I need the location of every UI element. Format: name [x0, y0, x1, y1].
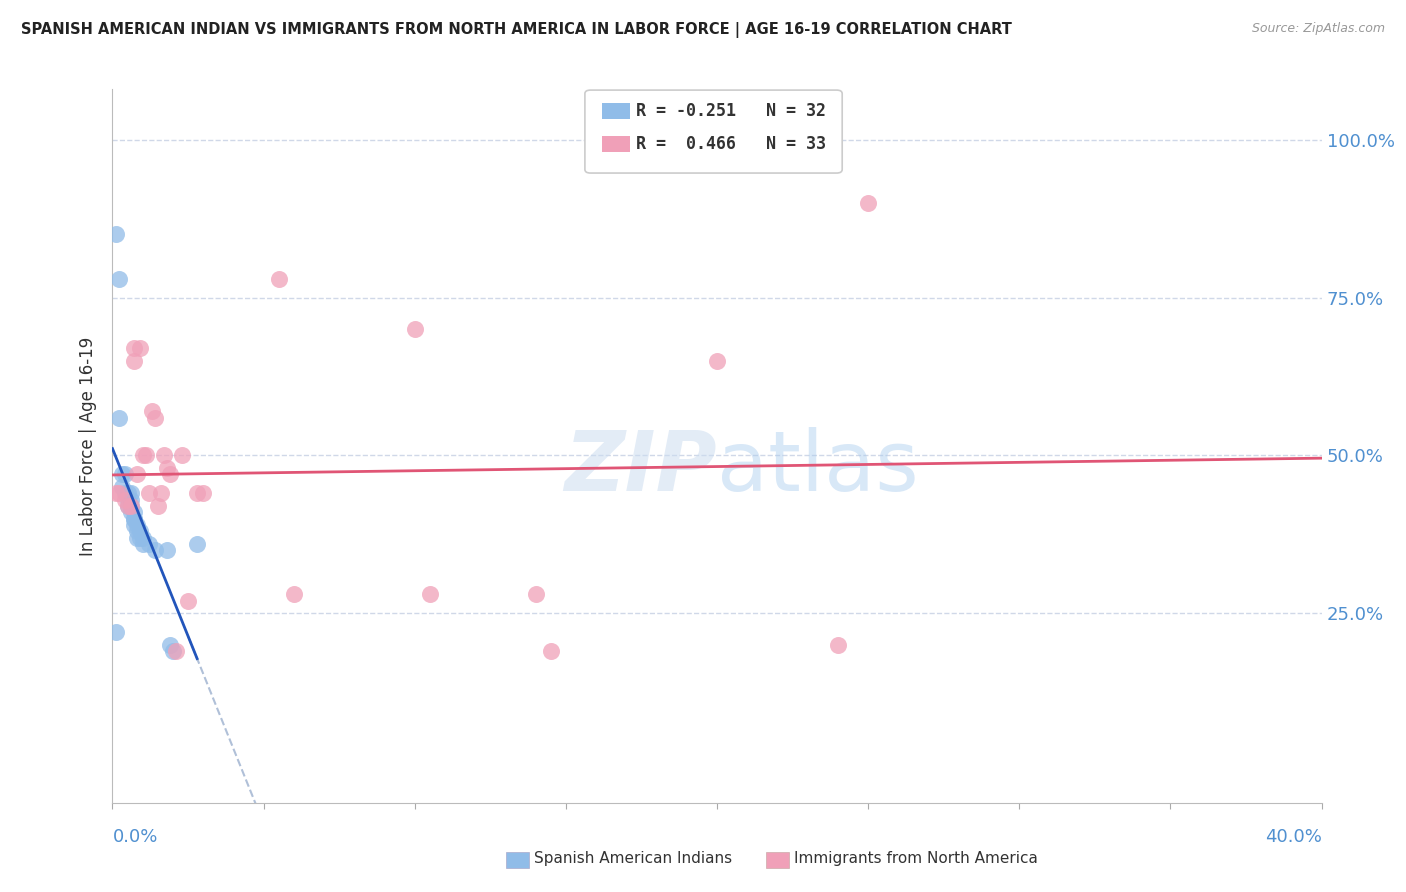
Point: [122, 341, 145, 355]
Text: R = -0.251   N = 32: R = -0.251 N = 32: [636, 102, 825, 120]
Point: [107, 486, 129, 500]
Point: [138, 486, 160, 500]
Point: [117, 499, 139, 513]
Point: [156, 543, 179, 558]
Point: [146, 499, 169, 513]
Point: [524, 587, 547, 601]
Point: [104, 486, 127, 500]
Point: [117, 499, 139, 513]
Point: [120, 499, 142, 513]
Point: [120, 505, 142, 519]
Point: [827, 638, 849, 652]
Point: [283, 587, 305, 601]
Point: [122, 505, 145, 519]
Point: [267, 271, 290, 285]
Text: atlas: atlas: [717, 427, 918, 508]
Point: [159, 638, 181, 652]
Text: Spanish American Indians: Spanish American Indians: [534, 852, 733, 866]
Text: SPANISH AMERICAN INDIAN VS IMMIGRANTS FROM NORTH AMERICA IN LABOR FORCE | AGE 16: SPANISH AMERICAN INDIAN VS IMMIGRANTS FR…: [21, 22, 1012, 38]
Point: [107, 271, 129, 285]
Point: [132, 449, 155, 463]
Point: [117, 486, 139, 500]
Point: [706, 353, 728, 368]
Point: [125, 467, 148, 482]
Point: [132, 537, 155, 551]
Point: [114, 467, 136, 482]
Text: ZIP: ZIP: [564, 427, 717, 508]
Text: Immigrants from North America: Immigrants from North America: [794, 852, 1038, 866]
Point: [404, 322, 426, 336]
Text: 40.0%: 40.0%: [1265, 828, 1322, 846]
Point: [117, 492, 139, 507]
Point: [128, 524, 150, 539]
Point: [419, 587, 441, 601]
Point: [165, 644, 187, 658]
Point: [156, 461, 179, 475]
Point: [122, 511, 145, 525]
Point: [186, 537, 208, 551]
Point: [114, 492, 136, 507]
Point: [122, 353, 145, 368]
Point: [110, 467, 132, 482]
Point: [104, 227, 127, 242]
Point: [540, 644, 562, 658]
Point: [110, 480, 132, 494]
Point: [122, 511, 145, 525]
Point: [135, 449, 157, 463]
Point: [141, 404, 163, 418]
Point: [143, 410, 166, 425]
Point: [120, 486, 142, 500]
Point: [120, 499, 142, 513]
Point: [856, 195, 880, 210]
Point: [186, 486, 208, 500]
Point: [125, 524, 148, 539]
Point: [162, 644, 184, 658]
Point: [170, 449, 193, 463]
Point: [143, 543, 166, 558]
Point: [114, 486, 136, 500]
Point: [159, 467, 181, 482]
Point: [128, 341, 150, 355]
Point: [128, 531, 150, 545]
Point: [153, 449, 176, 463]
Point: [149, 486, 172, 500]
Point: [125, 531, 148, 545]
Point: [138, 537, 160, 551]
Point: [125, 517, 148, 532]
Text: R =  0.466   N = 33: R = 0.466 N = 33: [636, 135, 825, 153]
Point: [132, 531, 155, 545]
Point: [177, 593, 200, 607]
Point: [122, 517, 145, 532]
Text: 0.0%: 0.0%: [112, 828, 157, 846]
Point: [107, 410, 129, 425]
Point: [120, 492, 142, 507]
Text: Source: ZipAtlas.com: Source: ZipAtlas.com: [1251, 22, 1385, 36]
Point: [191, 486, 214, 500]
Point: [104, 625, 127, 640]
Y-axis label: In Labor Force | Age 16-19: In Labor Force | Age 16-19: [79, 336, 97, 556]
